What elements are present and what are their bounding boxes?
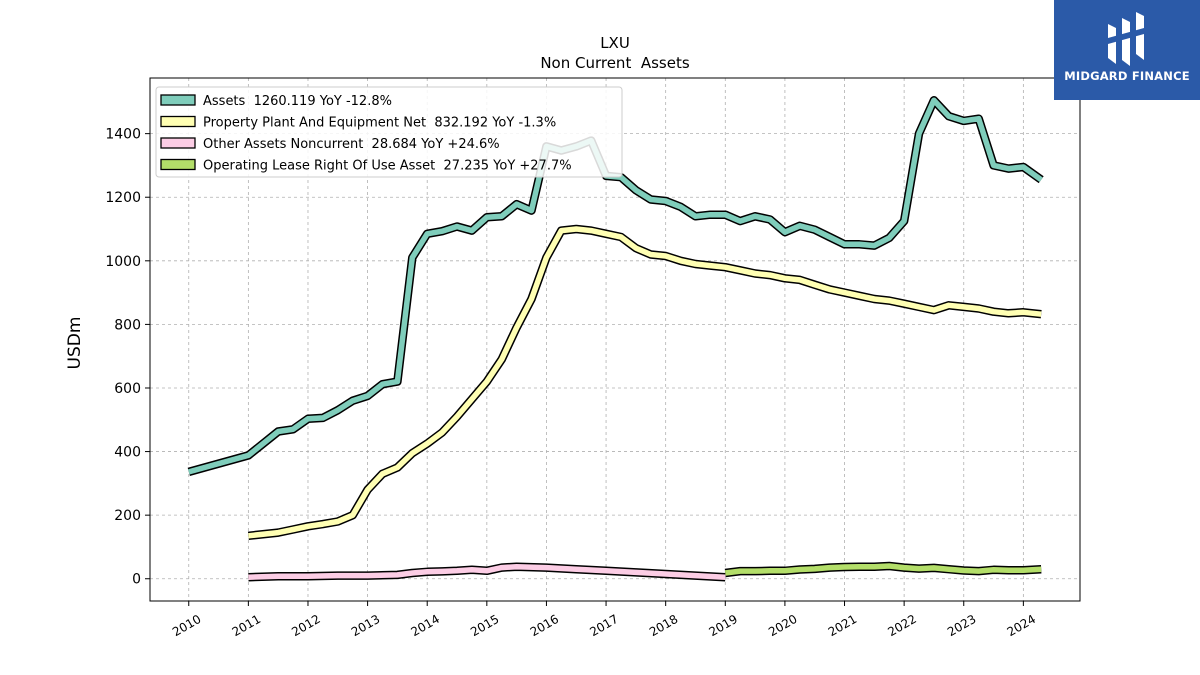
x-tick-label: 2011 (230, 612, 263, 639)
y-axis: 0 200 400 600 800 1000 1200 1400 (105, 127, 150, 588)
series-2-line (248, 563, 726, 580)
y-tick-label: 600 (114, 381, 141, 397)
x-tick-label: 2023 (945, 612, 978, 639)
legend-swatch (160, 158, 196, 171)
legend-label: Other Assets Noncurrent 28.684 YoY +24.6… (203, 137, 500, 152)
x-axis: 2010 2011 2012 2013 2014 2015 2016 2017 2018 2019… (170, 601, 1038, 639)
legend-label: Operating Lease Right Of Use Asset 27.23… (203, 159, 572, 174)
y-tick-label: 0 (132, 572, 141, 588)
series-1-line (248, 226, 1042, 539)
legend-box (155, 86, 623, 178)
y-axis-label: USDm (65, 317, 85, 370)
brand-logo: MIDGARD FINANCE (1054, 0, 1200, 100)
y-tick-label: 200 (114, 508, 141, 524)
x-tick-label: 2021 (826, 612, 859, 639)
x-tick-label: 2012 (289, 612, 322, 639)
y-tick-label: 1200 (105, 190, 141, 206)
legend: Assets 1260.119 YoY -12.8% Property Plant… (155, 86, 623, 178)
x-tick-label: 2015 (468, 612, 501, 639)
x-tick-label: 2016 (528, 612, 561, 639)
legend-swatch (160, 94, 196, 106)
legend-swatch (160, 137, 196, 149)
x-tick-label: 2020 (766, 612, 799, 639)
x-tick-label: 2010 (170, 612, 203, 639)
legend-swatch (160, 115, 196, 128)
y-tick-label: 400 (114, 445, 141, 461)
y-tick-label: 1000 (105, 254, 141, 270)
legend-label: Property Plant And Equipment Net 832.192… (203, 116, 556, 131)
x-tick-label: 2014 (408, 612, 441, 639)
x-tick-label: 2022 (885, 612, 918, 639)
midgard-logo-icon (1108, 12, 1144, 66)
series-0-line (188, 97, 1043, 475)
plot-frame (149, 77, 1081, 602)
x-tick-label: 2018 (647, 612, 680, 639)
grid (150, 78, 1080, 601)
x-tick-label: 2017 (587, 612, 620, 639)
y-tick-label: 800 (114, 317, 141, 333)
y-tick-label: 1400 (105, 127, 141, 143)
x-tick-label: 2024 (1005, 612, 1038, 639)
chart-title: LXU (600, 34, 630, 52)
chart-subtitle: Non Current Assets (540, 54, 690, 72)
series-layer (187, 96, 1044, 582)
series-3-line (724, 563, 1042, 576)
legend-label: Assets 1260.119 YoY -12.8% (203, 94, 392, 109)
x-tick-label: 2019 (707, 612, 740, 639)
x-tick-label: 2013 (349, 612, 382, 639)
brand-name: MIDGARD FINANCE (1064, 69, 1190, 83)
